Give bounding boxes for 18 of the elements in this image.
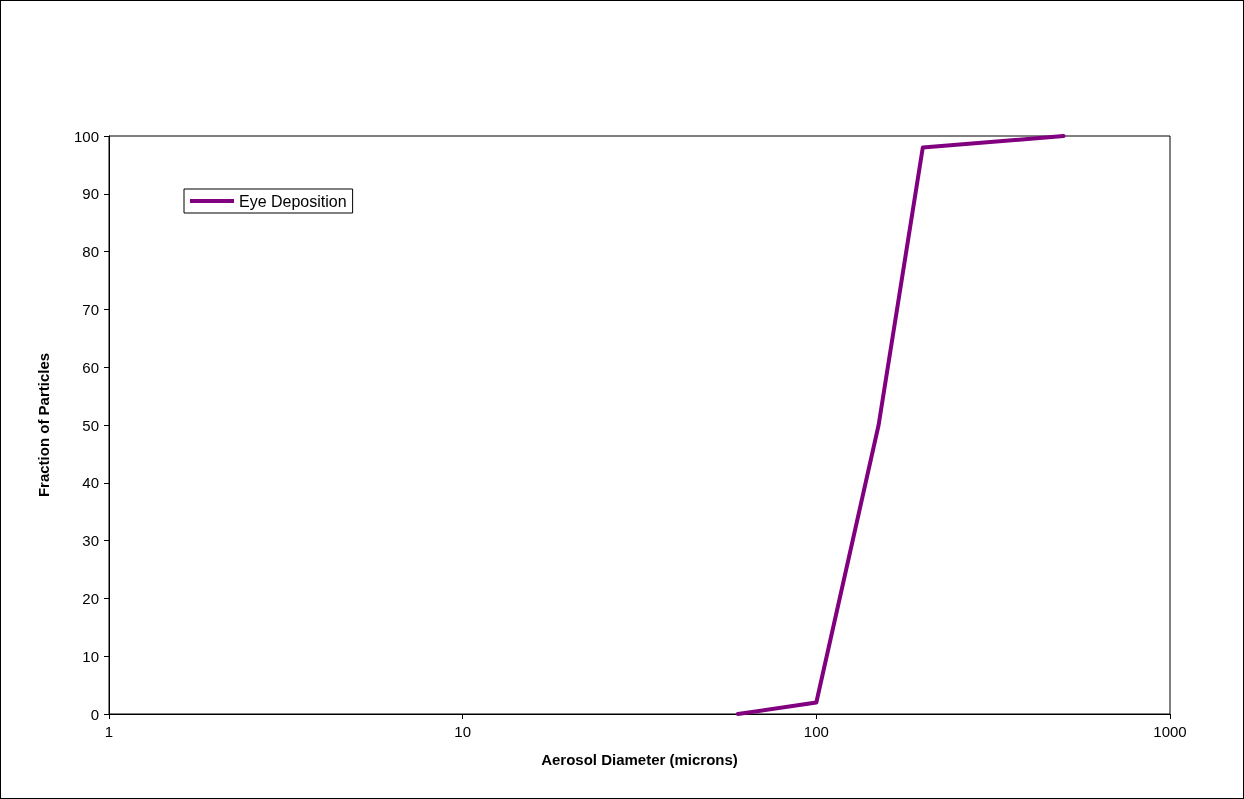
y-axis-title: Fraction of Particles [35,352,52,498]
y-tick-label: 100 [73,127,99,145]
y-tick-label: 10 [82,647,99,665]
legend-label: Eye Deposition [239,192,347,210]
x-axis-title: Aerosol Diameter (microns) [541,751,738,768]
y-tick-label: 40 [82,474,99,492]
y-tick-label: 20 [82,589,99,607]
y-tick-label: 60 [82,358,99,376]
y-tick-label: 0 [90,705,99,723]
y-tick-label: 30 [82,532,99,550]
x-tick-label: 100 [803,723,829,740]
y-tick-label: 70 [82,300,99,318]
y-tick-label: 90 [82,185,99,203]
x-tick-label: 10 [454,723,472,740]
x-tick-label: 1 [104,723,114,740]
y-tick-label: 50 [82,416,99,434]
x-tick-label: 1000 [1153,723,1187,740]
y-tick-label: 80 [82,243,99,261]
